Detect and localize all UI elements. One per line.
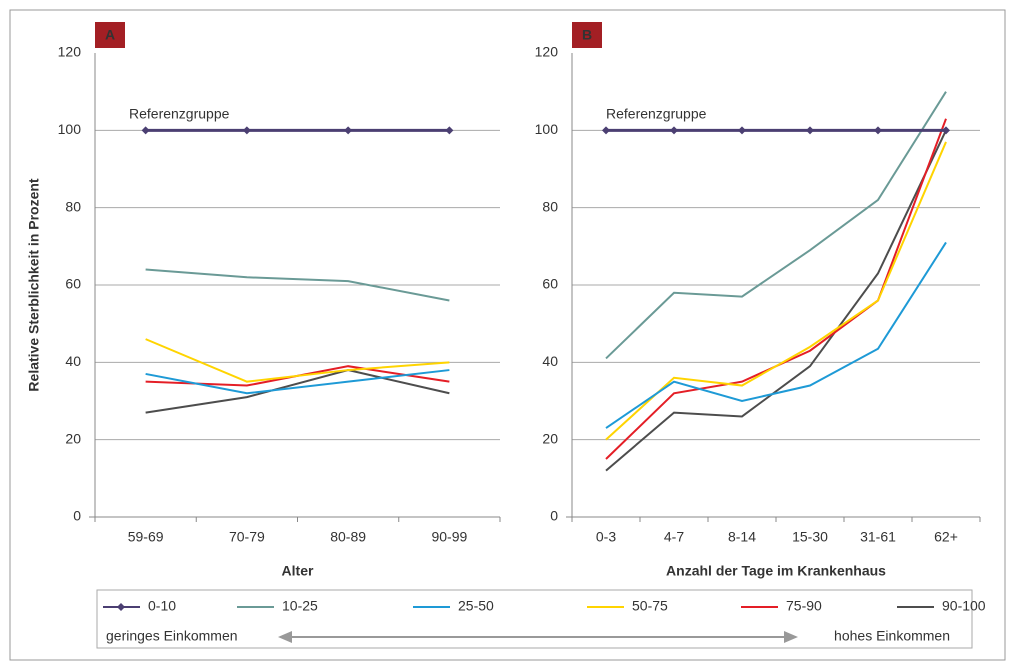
legend-low: geringes Einkommen <box>106 628 238 644</box>
marker <box>670 126 678 135</box>
panel-label: B <box>582 27 592 43</box>
x-tick-label: 59-69 <box>128 529 164 545</box>
x-tick-label: 31-61 <box>860 529 896 545</box>
panel-label: A <box>105 27 115 43</box>
marker <box>942 126 950 135</box>
series-line <box>605 129 947 472</box>
legend-label: 0-10 <box>148 598 176 614</box>
panel-badge <box>95 22 125 48</box>
legend-label: 90-100 <box>942 598 986 614</box>
annotation: Referenzgruppe <box>606 106 707 122</box>
x-axis-title: Anzahl der Tage im Krankenhaus <box>666 563 886 579</box>
x-tick-label: 0-3 <box>596 529 616 545</box>
y-tick-label: 120 <box>535 44 559 60</box>
marker <box>738 126 746 135</box>
frame <box>9 9 1006 661</box>
y-tick-label: 120 <box>58 44 82 60</box>
x-tick-label: 90-99 <box>431 529 467 545</box>
x-tick-label: 4-7 <box>664 529 684 545</box>
legend-label: 10-25 <box>282 598 318 614</box>
y-tick-label: 20 <box>542 430 558 446</box>
series-line <box>605 141 947 441</box>
legend-label: 50-75 <box>632 598 668 614</box>
marker <box>874 126 882 135</box>
y-tick-label: 0 <box>550 508 558 524</box>
legend-high: hohes Einkommen <box>834 628 950 644</box>
series-line <box>145 369 450 395</box>
series-line <box>145 268 450 302</box>
x-tick-label: 8-14 <box>728 529 756 545</box>
y-tick-label: 0 <box>73 508 81 524</box>
y-tick-label: 80 <box>542 198 558 214</box>
legend-label: 25-50 <box>458 598 494 614</box>
x-axis-title: Alter <box>282 563 314 579</box>
marker <box>806 126 814 135</box>
y-tick-label: 20 <box>65 430 81 446</box>
y-tick-label: 60 <box>542 276 558 292</box>
panel-badge <box>572 22 602 48</box>
series-line <box>145 369 450 414</box>
x-tick-label: 70-79 <box>229 529 265 545</box>
y-tick-label: 100 <box>58 121 82 137</box>
marker <box>141 126 150 135</box>
series-line <box>605 241 947 429</box>
legend-label: 75-90 <box>786 598 822 614</box>
x-tick-label: 15-30 <box>792 529 828 545</box>
series-line <box>145 338 450 383</box>
marker <box>242 126 251 135</box>
legend-marker <box>117 603 125 611</box>
annotation: Referenzgruppe <box>129 106 230 122</box>
legend-box <box>96 589 973 649</box>
y-tick-label: 100 <box>535 121 559 137</box>
y-tick-label: 40 <box>542 353 558 369</box>
marker <box>445 126 454 135</box>
series-line <box>605 91 947 360</box>
y-tick-label: 80 <box>65 198 81 214</box>
x-tick-label: 62+ <box>934 529 958 545</box>
marker <box>344 126 353 135</box>
marker <box>602 126 610 135</box>
y-tick-label: 60 <box>65 276 81 292</box>
y-tick-label: 40 <box>65 353 81 369</box>
x-tick-label: 80-89 <box>330 529 366 545</box>
y-axis-title: Relative Sterblichkeit in Prozent <box>26 178 42 392</box>
